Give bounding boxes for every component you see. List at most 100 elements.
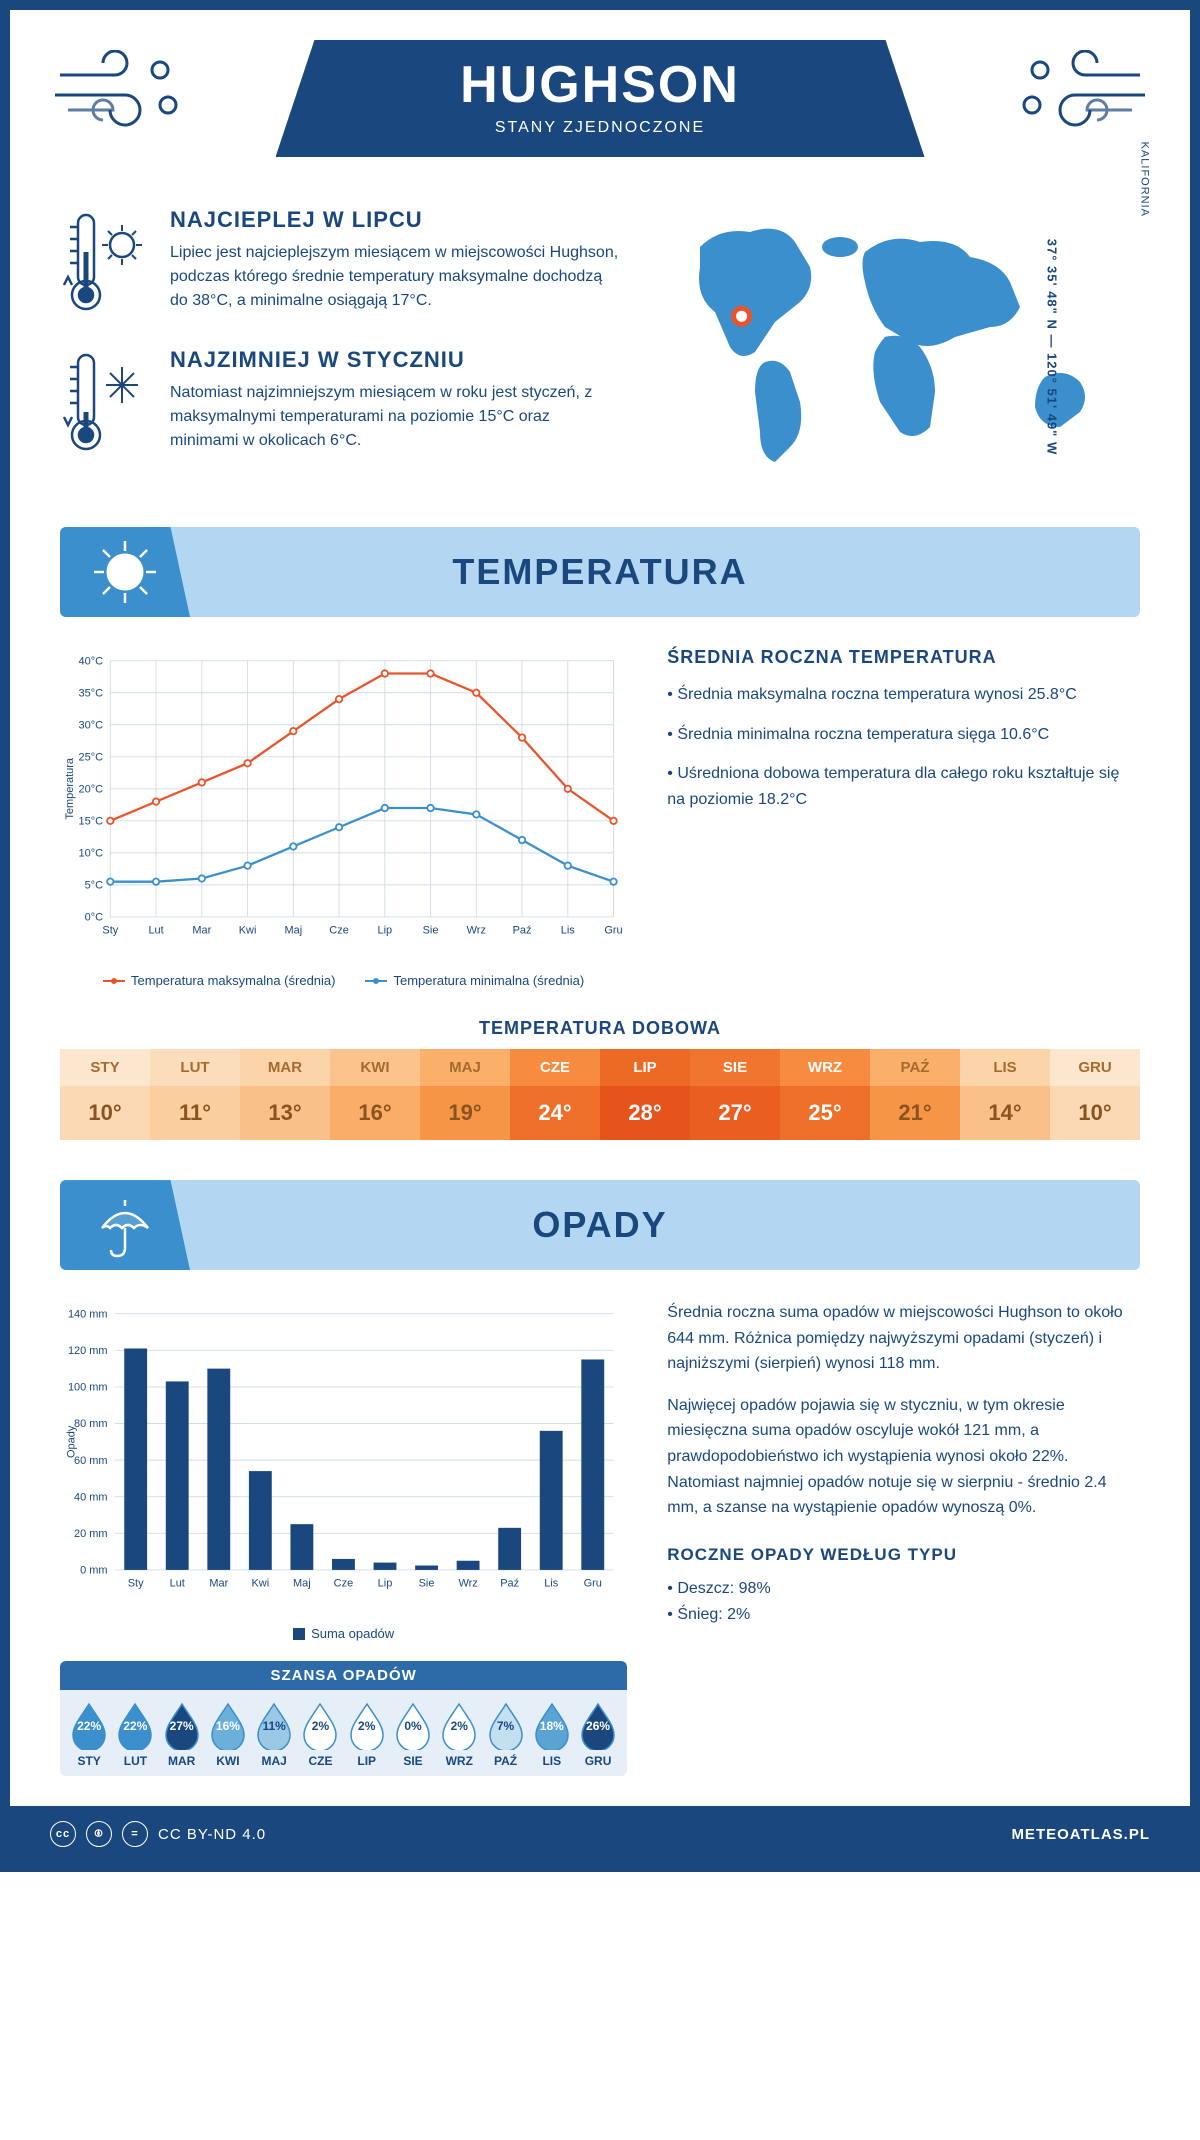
site-name: METEOATLAS.PL: [1011, 1826, 1150, 1843]
chance-panel: SZANSA OPADÓW 22% STY 22% LUT 27% MAR: [60, 1661, 627, 1776]
license-text: CC BY-ND 4.0: [158, 1826, 266, 1843]
daily-cell: CZE 24°: [510, 1049, 600, 1140]
header: HUGHSON STANY ZJEDNOCZONE: [10, 10, 1190, 177]
svg-text:60 mm: 60 mm: [74, 1455, 108, 1467]
temp-info-line: Średnia minimalna roczna temperatura się…: [667, 722, 1140, 748]
daily-cell: MAJ 19°: [420, 1049, 510, 1140]
precip-type-heading: ROCZNE OPADY WEDŁUG TYPU: [667, 1541, 1140, 1568]
daily-cell: MAR 13°: [240, 1049, 330, 1140]
svg-text:Mar: Mar: [192, 924, 211, 936]
temp-info: ŚREDNIA ROCZNA TEMPERATURA Średnia maksy…: [667, 647, 1140, 988]
intro-section: NAJCIEPLEJ W LIPCU Lipiec jest najcieple…: [60, 207, 1140, 487]
temperature-heading: TEMPERATURA: [190, 551, 1140, 593]
svg-text:Lip: Lip: [377, 924, 392, 936]
world-map: [660, 207, 1140, 467]
chance-cell: 2% WRZ: [436, 1702, 482, 1768]
svg-text:Cze: Cze: [334, 1577, 354, 1589]
precip-type-line: • Śnieg: 2%: [667, 1602, 1140, 1628]
svg-text:Gru: Gru: [584, 1577, 602, 1589]
svg-text:Maj: Maj: [284, 924, 302, 936]
svg-text:40 mm: 40 mm: [74, 1491, 108, 1503]
svg-text:5°C: 5°C: [85, 880, 103, 892]
coordinates: 37° 35' 48" N — 120° 51' 49" W: [1044, 239, 1059, 455]
cold-title: NAJZIMNIEJ W STYCZNIU: [170, 347, 620, 373]
svg-text:0°C: 0°C: [85, 912, 103, 924]
svg-text:100 mm: 100 mm: [68, 1382, 108, 1394]
title-ribbon: HUGHSON STANY ZJEDNOCZONE: [276, 40, 925, 157]
svg-text:20 mm: 20 mm: [74, 1528, 108, 1540]
svg-text:Lut: Lut: [170, 1577, 185, 1589]
svg-text:Paź: Paź: [500, 1577, 519, 1589]
precipitation-banner: OPADY: [60, 1180, 1140, 1270]
chance-cell: 18% LIS: [529, 1702, 575, 1768]
svg-text:Kwi: Kwi: [239, 924, 257, 936]
svg-text:Wrz: Wrz: [467, 924, 486, 936]
daily-temp-table: STY 10° LUT 11° MAR 13° KWI 16° MAJ 19° …: [60, 1049, 1140, 1140]
hot-title: NAJCIEPLEJ W LIPCU: [170, 207, 620, 233]
daily-cell: GRU 10°: [1050, 1049, 1140, 1140]
wind-icon-right: [1010, 50, 1150, 130]
svg-text:Temperatura: Temperatura: [64, 757, 76, 819]
chance-cell: 0% SIE: [390, 1702, 436, 1768]
city-name: HUGHSON: [316, 55, 885, 115]
svg-text:Sty: Sty: [102, 924, 118, 936]
svg-text:Paź: Paź: [513, 924, 532, 936]
svg-text:40°C: 40°C: [78, 655, 103, 667]
daily-cell: LIS 14°: [960, 1049, 1050, 1140]
world-map-box: KALIFORNIA 37° 35' 48" N — 120° 51' 49" …: [660, 207, 1140, 487]
precip-legend-label: Suma opadów: [311, 1626, 394, 1641]
svg-text:Lis: Lis: [544, 1577, 559, 1589]
country-name: STANY ZJEDNOCZONE: [316, 119, 885, 137]
cold-text: Natomiast najzimniejszym miesiącem w rok…: [170, 381, 620, 453]
chance-cell: 22% STY: [66, 1702, 112, 1768]
thermometer-snow-icon: [60, 347, 150, 457]
precip-info: Średnia roczna suma opadów w miejscowośc…: [667, 1300, 1140, 1776]
svg-text:35°C: 35°C: [78, 687, 103, 699]
precip-legend: Suma opadów: [60, 1626, 627, 1641]
svg-text:30°C: 30°C: [78, 719, 103, 731]
svg-text:Wrz: Wrz: [458, 1577, 477, 1589]
svg-text:80 mm: 80 mm: [74, 1418, 108, 1430]
svg-text:Kwi: Kwi: [251, 1577, 269, 1589]
svg-text:Lip: Lip: [378, 1577, 393, 1589]
precip-p1: Średnia roczna suma opadów w miejscowośc…: [667, 1300, 1140, 1377]
precip-type-line: • Deszcz: 98%: [667, 1576, 1140, 1602]
svg-text:140 mm: 140 mm: [68, 1308, 108, 1320]
temperature-chart: 0°C5°C10°C15°C20°C25°C30°C35°C40°CStyLut…: [60, 647, 627, 988]
chance-cell: 7% PAŹ: [482, 1702, 528, 1768]
legend-min: Temperatura minimalna (średnia): [393, 973, 584, 988]
precip-p2: Najwięcej opadów pojawia się w styczniu,…: [667, 1393, 1140, 1521]
coldest-block: NAJZIMNIEJ W STYCZNIU Natomiast najzimni…: [60, 347, 620, 457]
chance-cell: 2% CZE: [297, 1702, 343, 1768]
umbrella-icon: [90, 1190, 160, 1260]
temp-legend: Temperatura maksymalna (średnia) Tempera…: [60, 973, 627, 988]
svg-text:Sie: Sie: [419, 1577, 435, 1589]
svg-text:25°C: 25°C: [78, 751, 103, 763]
region-label: KALIFORNIA: [1138, 142, 1150, 217]
daily-cell: STY 10°: [60, 1049, 150, 1140]
chance-cell: 27% MAR: [159, 1702, 205, 1768]
by-icon: 🅯: [86, 1821, 112, 1847]
svg-text:Gru: Gru: [604, 924, 622, 936]
svg-text:Maj: Maj: [293, 1577, 311, 1589]
chance-cell: 2% LIP: [344, 1702, 390, 1768]
chance-cell: 11% MAJ: [251, 1702, 297, 1768]
svg-text:Lis: Lis: [561, 924, 576, 936]
daily-cell: LUT 11°: [150, 1049, 240, 1140]
svg-text:Mar: Mar: [209, 1577, 228, 1589]
footer: cc 🅯 = CC BY-ND 4.0 METEOATLAS.PL: [10, 1806, 1190, 1862]
svg-text:0 mm: 0 mm: [80, 1565, 107, 1577]
chance-cell: 22% LUT: [112, 1702, 158, 1768]
temp-info-line: Średnia maksymalna roczna temperatura wy…: [667, 682, 1140, 708]
chance-title: SZANSA OPADÓW: [60, 1661, 627, 1690]
temp-info-line: Uśredniona dobowa temperatura dla całego…: [667, 761, 1140, 812]
temperature-banner: TEMPERATURA: [60, 527, 1140, 617]
svg-text:Sty: Sty: [128, 1577, 144, 1589]
svg-text:15°C: 15°C: [78, 815, 103, 827]
svg-text:120 mm: 120 mm: [68, 1345, 108, 1357]
svg-text:10°C: 10°C: [78, 848, 103, 860]
wind-icon-left: [50, 50, 190, 130]
svg-text:Opady: Opady: [66, 1425, 78, 1458]
cc-icon: cc: [50, 1821, 76, 1847]
daily-temp-title: TEMPERATURA DOBOWA: [60, 1018, 1140, 1039]
